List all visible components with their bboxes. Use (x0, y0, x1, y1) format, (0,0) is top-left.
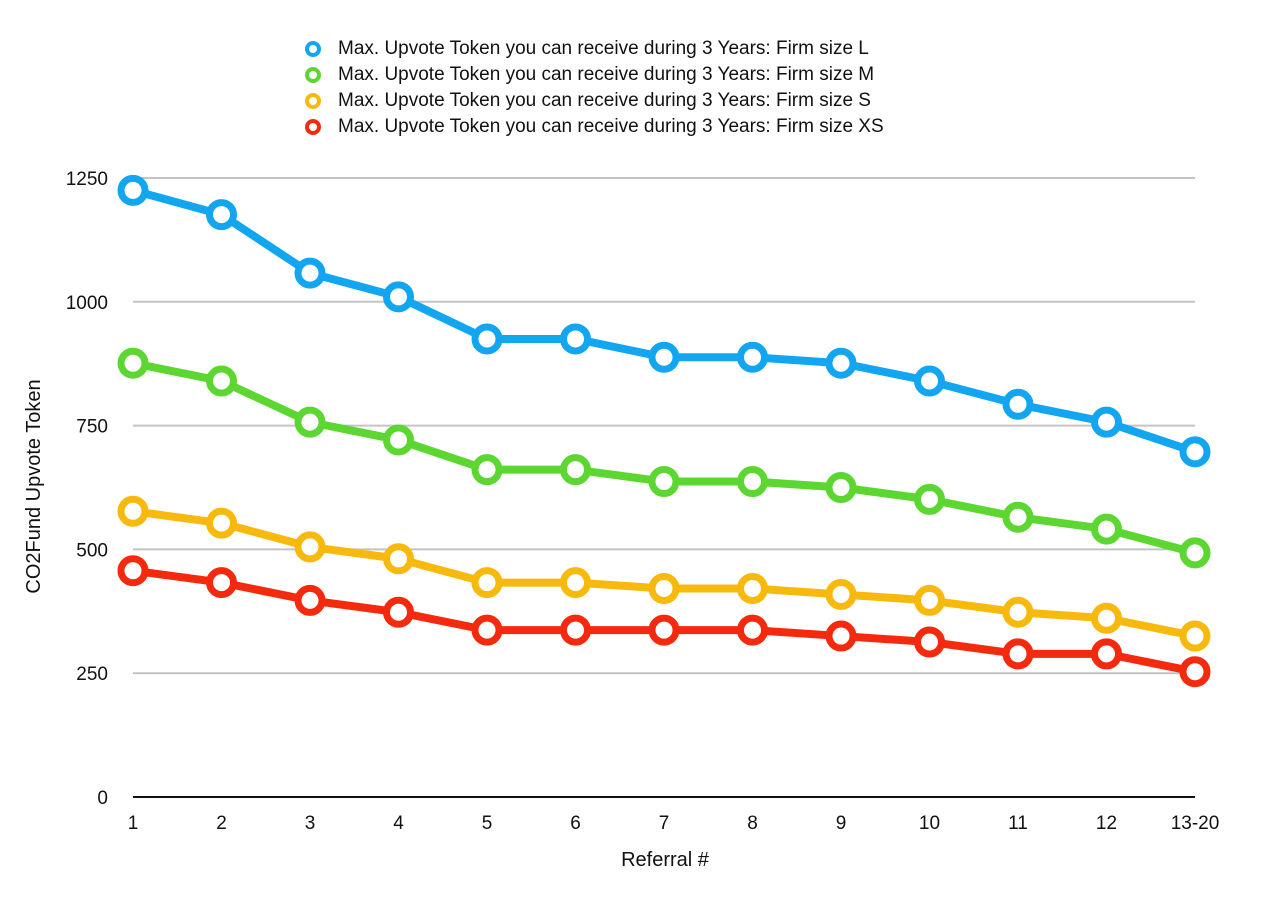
data-point-s2-2 (294, 531, 326, 563)
series-line-1 (129, 359, 1199, 557)
x-tick-label-10: 11 (1008, 813, 1028, 834)
data-point-s3-1 (206, 567, 237, 599)
data-point-s1-5 (560, 454, 591, 486)
legend-item-l: Max. Upvote Token you can receive during… (300, 36, 884, 62)
y-tick-label-3: 750 (76, 417, 108, 438)
data-point-s2-12 (1179, 620, 1211, 652)
data-point-s0-7 (737, 341, 768, 373)
data-point-s3-7 (737, 614, 768, 646)
chart-legend: Max. Upvote Token you can receive during… (300, 36, 884, 140)
data-point-s0-9 (914, 365, 945, 397)
x-tick-label-9: 10 (919, 813, 940, 834)
data-point-s3-3 (383, 596, 414, 628)
data-point-s2-9 (914, 584, 945, 616)
legend-label-s: Max. Upvote Token you can receive during… (338, 90, 871, 111)
data-point-s3-12 (1179, 656, 1211, 688)
data-point-s0-1 (206, 199, 237, 231)
legend-swatch-l (305, 41, 321, 57)
data-point-s2-10 (1002, 596, 1034, 628)
data-point-s1-4 (471, 454, 503, 486)
data-point-s1-11 (1091, 513, 1122, 545)
data-point-s2-11 (1091, 602, 1122, 634)
data-point-s0-0 (117, 174, 149, 206)
x-tick-label-11: 12 (1096, 813, 1117, 834)
data-point-s3-10 (1002, 638, 1034, 670)
data-point-s3-9 (914, 626, 945, 658)
legend-item-m: Max. Upvote Token you can receive during… (300, 62, 884, 88)
x-tick-label-7: 8 (747, 813, 758, 834)
data-point-s3-4 (471, 614, 503, 646)
data-point-s2-4 (471, 567, 503, 599)
data-point-s1-9 (914, 483, 945, 515)
data-point-s0-4 (471, 323, 503, 355)
data-point-s2-6 (648, 573, 680, 605)
legend-label-xs: Max. Upvote Token you can receive during… (338, 116, 884, 137)
data-point-s2-7 (737, 573, 768, 605)
legend-label-l: Max. Upvote Token you can receive during… (338, 38, 869, 59)
data-point-s1-8 (825, 472, 857, 503)
legend-swatch-s (305, 93, 321, 109)
y-tick-label-2: 500 (76, 540, 108, 561)
legend-item-xs: Max. Upvote Token you can receive during… (300, 114, 884, 140)
data-point-s1-0 (117, 347, 149, 379)
data-point-s3-2 (294, 584, 326, 616)
data-point-s0-8 (825, 347, 857, 379)
data-point-s0-3 (383, 281, 414, 313)
y-axis-title: CO2Fund Upvote Token (23, 379, 45, 593)
x-tick-label-2: 3 (305, 813, 316, 834)
data-point-s1-3 (383, 424, 414, 456)
data-point-s0-12 (1179, 436, 1211, 468)
data-point-s2-0 (117, 495, 149, 527)
legend-swatch-xs (305, 119, 321, 135)
data-point-s0-5 (560, 323, 591, 355)
x-tick-label-8: 9 (836, 813, 847, 834)
x-tick-label-1: 2 (216, 813, 227, 834)
x-tick-label-3: 4 (393, 813, 404, 834)
data-point-s0-6 (648, 341, 680, 373)
data-point-s2-5 (560, 567, 591, 599)
legend-swatch-m (305, 67, 321, 83)
data-point-s2-8 (825, 578, 857, 610)
y-tick-label-5: 1250 (66, 169, 108, 190)
data-point-s1-12 (1179, 537, 1211, 569)
data-point-s2-3 (383, 543, 414, 575)
data-point-s1-2 (294, 406, 326, 438)
legend-label-m: Max. Upvote Token you can receive during… (338, 64, 875, 85)
y-tick-label-4: 1000 (66, 293, 108, 314)
data-point-s1-7 (737, 466, 768, 498)
x-tick-label-5: 6 (570, 813, 581, 834)
data-point-s1-10 (1002, 501, 1034, 533)
data-point-s1-6 (648, 466, 680, 498)
data-point-s0-2 (294, 257, 326, 289)
y-tick-label-0: 0 (97, 788, 108, 809)
data-point-s0-11 (1091, 406, 1122, 438)
legend-item-s: Max. Upvote Token you can receive during… (300, 88, 884, 114)
data-point-s3-11 (1091, 638, 1122, 670)
x-axis-title: Referral # (621, 849, 710, 871)
x-tick-label-12: 13-20 (1171, 813, 1220, 834)
x-tick-label-6: 7 (659, 813, 670, 834)
data-point-s3-5 (560, 614, 591, 646)
y-tick-label-1: 250 (76, 664, 108, 685)
data-point-s3-8 (825, 620, 857, 652)
data-point-s3-0 (117, 555, 149, 587)
x-tick-label-0: 1 (128, 813, 139, 834)
data-point-s3-6 (648, 614, 680, 646)
data-point-s1-1 (206, 365, 237, 397)
x-tick-label-4: 5 (482, 813, 493, 834)
data-point-s0-10 (1002, 388, 1034, 420)
data-point-s2-1 (206, 507, 237, 539)
